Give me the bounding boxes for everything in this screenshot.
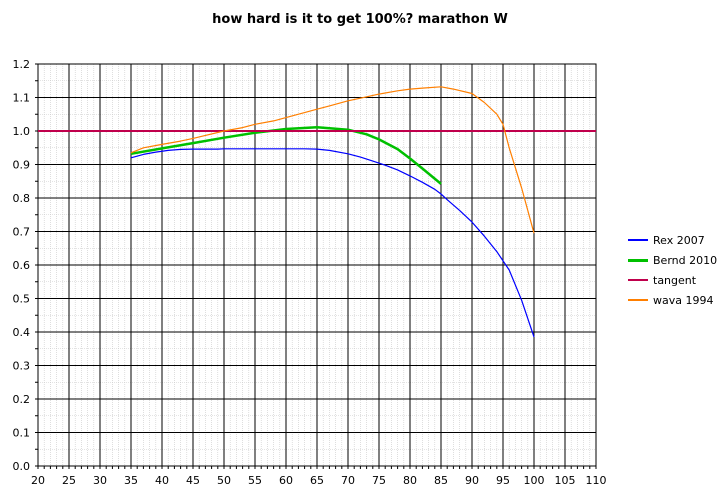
legend: Rex 2007 Bernd 2010 tangent wava 1994 — [628, 230, 717, 310]
legend-label: tangent — [653, 273, 697, 287]
x-tick-label: 55 — [248, 474, 262, 487]
series-line-rex-2007 — [130, 148, 535, 338]
legend-item: Bernd 2010 — [628, 250, 717, 270]
legend-swatch — [628, 299, 648, 301]
x-tick-label: 80 — [403, 474, 417, 487]
x-tick-label: 40 — [155, 474, 169, 487]
series-line-wava-1994 — [130, 86, 535, 234]
y-tick-label: 0.1 — [13, 427, 31, 440]
y-tick-label: 0.4 — [13, 326, 31, 339]
legend-label: Bernd 2010 — [653, 253, 718, 267]
x-tick-label: 50 — [217, 474, 231, 487]
y-tick-label: 1.0 — [13, 125, 31, 138]
x-tick-label: 45 — [186, 474, 200, 487]
plot-border — [37, 63, 597, 467]
x-tick-label: 70 — [341, 474, 355, 487]
x-tick-label: 110 — [586, 474, 607, 487]
legend-label: Rex 2007 — [653, 233, 705, 247]
x-tick-label: 95 — [496, 474, 510, 487]
y-tick-label: 0.9 — [13, 159, 31, 172]
legend-swatch — [628, 258, 648, 262]
y-tick-label: 0.5 — [13, 293, 31, 306]
y-tick-label: 0.6 — [13, 259, 31, 272]
y-tick-label: 0.0 — [13, 460, 31, 473]
x-tick-label: 25 — [62, 474, 76, 487]
series-line-bernd-2010 — [130, 126, 442, 185]
y-tick-label: 0.8 — [13, 192, 31, 205]
legend-label: wava 1994 — [653, 293, 714, 307]
legend-swatch — [628, 239, 648, 241]
x-tick-label: 75 — [372, 474, 386, 487]
y-tick-label: 1.2 — [13, 58, 31, 71]
legend-item: tangent — [628, 270, 717, 290]
x-tick-label: 85 — [434, 474, 448, 487]
chart-title: how hard is it to get 100%? marathon W — [212, 12, 508, 27]
x-tick-label: 90 — [465, 474, 479, 487]
x-tick-label: 30 — [93, 474, 107, 487]
x-tick-label: 60 — [279, 474, 293, 487]
y-tick-label: 1.1 — [13, 92, 31, 105]
legend-swatch — [628, 279, 648, 281]
x-tick-label: 105 — [555, 474, 576, 487]
x-tick-label: 65 — [310, 474, 324, 487]
y-tick-label: 0.3 — [13, 360, 31, 373]
legend-item: wava 1994 — [628, 290, 717, 310]
x-tick-label: 100 — [524, 474, 545, 487]
legend-item: Rex 2007 — [628, 230, 717, 250]
y-tick-label: 0.2 — [13, 393, 31, 406]
x-tick-label: 20 — [31, 474, 45, 487]
x-tick-label: 35 — [124, 474, 138, 487]
y-tick-label: 0.7 — [13, 226, 31, 239]
